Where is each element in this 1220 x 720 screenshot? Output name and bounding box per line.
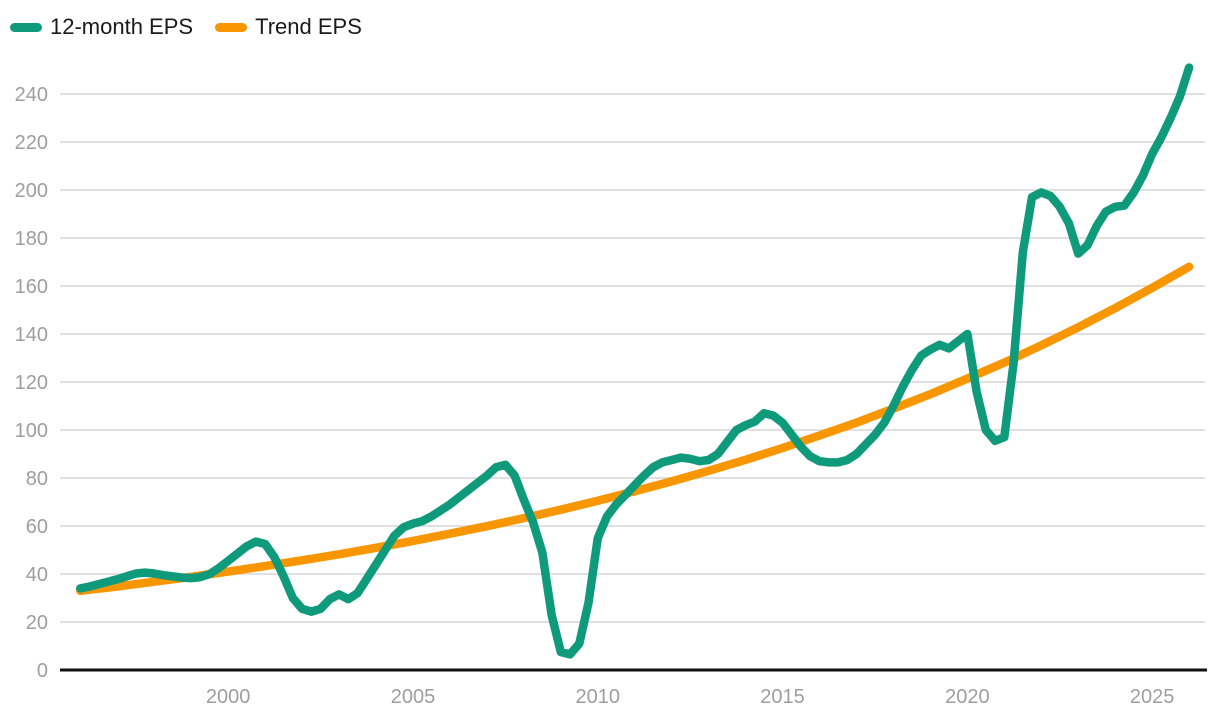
12-month-eps-line[interactable] bbox=[76, 63, 1194, 659]
trend-eps-line-swatch-icon bbox=[215, 22, 248, 32]
legend-label-12-month-eps: 12-month EPS bbox=[50, 14, 194, 39]
y-tick-label: 180 bbox=[15, 228, 48, 250]
x-tick-label: 2025 bbox=[1130, 686, 1175, 708]
x-tick-label: 2005 bbox=[391, 686, 436, 708]
y-tick-label: 0 bbox=[37, 660, 48, 682]
y-tick-label: 140 bbox=[15, 324, 48, 346]
y-tick-label: 20 bbox=[26, 612, 48, 634]
legend: 12-month EPS Trend EPS bbox=[10, 16, 362, 38]
legend-item-12-month-eps[interactable]: 12-month EPS bbox=[10, 16, 193, 38]
x-tick-label: 2000 bbox=[206, 686, 251, 708]
x-tick-label: 2015 bbox=[760, 686, 805, 708]
y-tick-label: 60 bbox=[26, 516, 48, 538]
12-month-eps-line-swatch-icon bbox=[10, 22, 42, 32]
x-tick-label: 2010 bbox=[576, 686, 621, 708]
legend-label-trend-eps: Trend EPS bbox=[255, 14, 362, 39]
y-tick-label: 40 bbox=[26, 564, 48, 586]
y-tick-label: 200 bbox=[15, 180, 48, 202]
y-tick-label: 220 bbox=[15, 132, 48, 154]
y-tick-label: 100 bbox=[15, 420, 48, 442]
x-tick-label: 2020 bbox=[945, 686, 990, 708]
y-tick-label: 240 bbox=[15, 84, 48, 106]
y-tick-label: 80 bbox=[26, 468, 48, 490]
legend-item-trend-eps[interactable]: Trend EPS bbox=[215, 16, 362, 38]
y-tick-label: 120 bbox=[15, 372, 48, 394]
y-tick-label: 160 bbox=[15, 276, 48, 298]
